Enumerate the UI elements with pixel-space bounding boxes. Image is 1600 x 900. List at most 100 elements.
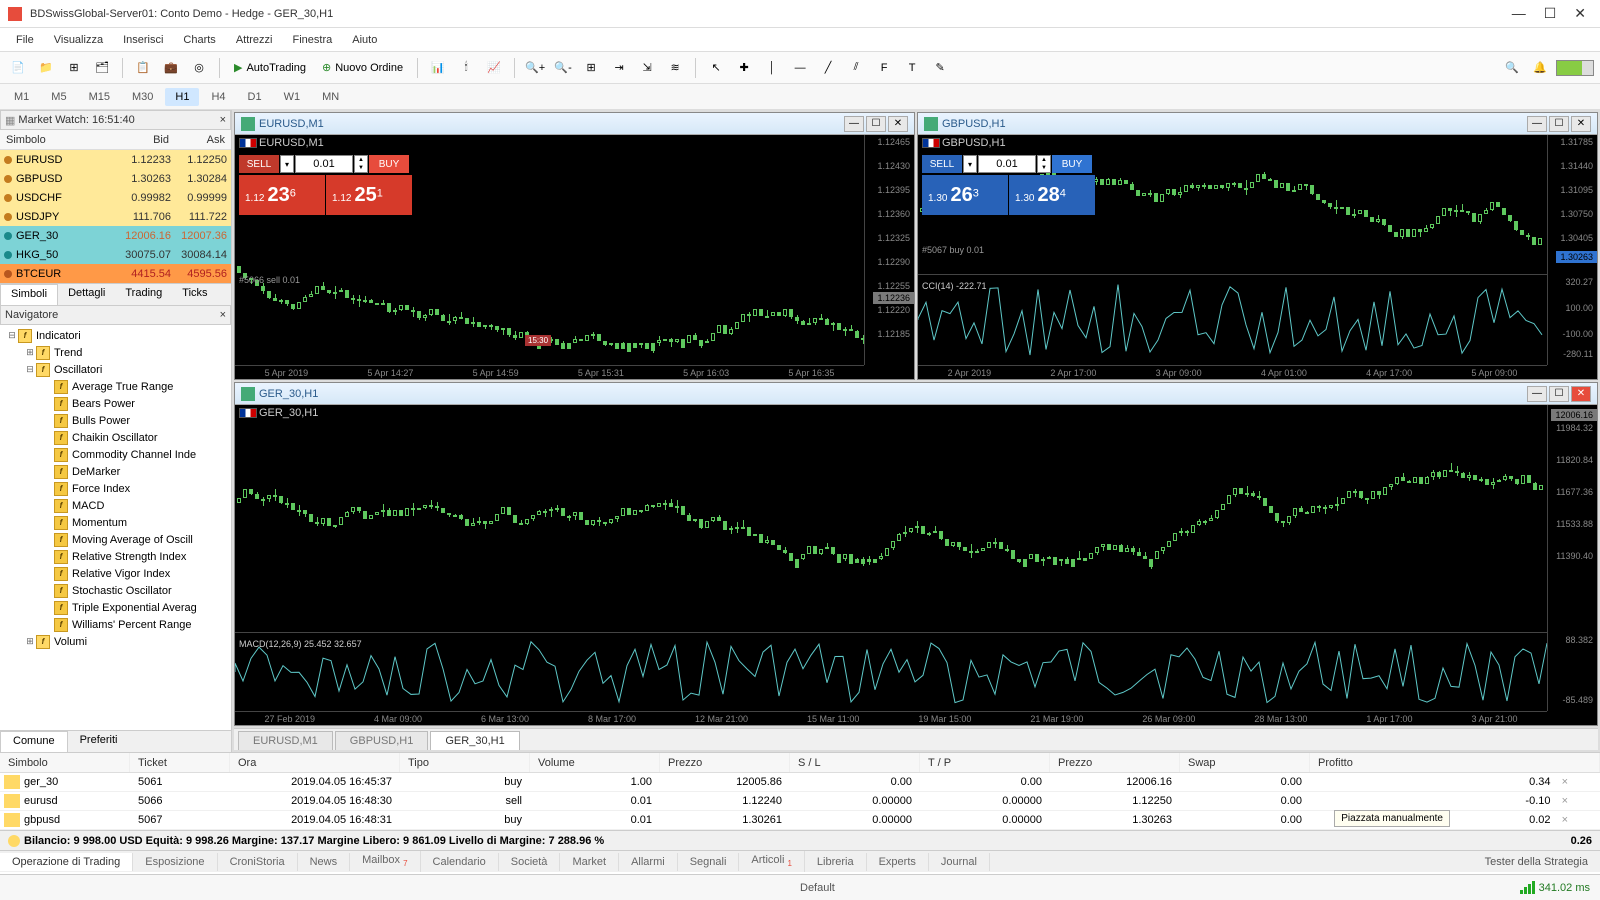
zoom-in-icon[interactable]: 🔍+	[523, 56, 547, 80]
sell-price[interactable]: 1.30 263	[922, 175, 1008, 215]
terminal-tab[interactable]: Experts	[867, 853, 929, 871]
nav-tab-comune[interactable]: Comune	[0, 731, 68, 752]
equidistant-icon[interactable]: ⫽	[844, 56, 868, 80]
terminal-tab[interactable]: Articoli 1	[739, 851, 805, 871]
nav-item[interactable]: fDeMarker	[2, 463, 229, 480]
menu-visualizza[interactable]: Visualizza	[44, 31, 113, 49]
trendline-icon[interactable]: ╱	[816, 56, 840, 80]
nav-item[interactable]: fTriple Exponential Averag	[2, 599, 229, 616]
sell-button[interactable]: SELL	[239, 155, 279, 173]
chart-tab[interactable]: GBPUSD,H1	[335, 731, 429, 750]
symbol-row-EURUSD[interactable]: EURUSD1.122331.12250	[0, 150, 231, 169]
chart-close-icon[interactable]: ✕	[1571, 386, 1591, 402]
horizontal-line-icon[interactable]: —	[788, 56, 812, 80]
symbol-row-GER_30[interactable]: GER_3012006.1612007.36	[0, 226, 231, 245]
timeframe-M30[interactable]: M30	[122, 88, 163, 106]
nav-item[interactable]: fForce Index	[2, 480, 229, 497]
fibonacci-icon[interactable]: F	[872, 56, 896, 80]
volume-stepper[interactable]: ▲▼	[354, 155, 368, 173]
timeframe-W1[interactable]: W1	[274, 88, 311, 106]
buy-button[interactable]: BUY	[369, 155, 409, 173]
terminal-tab[interactable]: CroniStoria	[218, 853, 298, 871]
nav-item[interactable]: fStochastic Oscillator	[2, 582, 229, 599]
nav-item[interactable]: fBulls Power	[2, 412, 229, 429]
terminal-tab[interactable]: Market	[560, 853, 619, 871]
maximize-button[interactable]: ☐	[1544, 5, 1557, 22]
timeframe-MN[interactable]: MN	[312, 88, 349, 106]
nav-item[interactable]: fChaikin Oscillator	[2, 429, 229, 446]
buy-price[interactable]: 1.30 284	[1009, 175, 1095, 215]
market-watch-close-icon[interactable]: ×	[220, 114, 226, 126]
volume-input[interactable]: 0.01	[978, 155, 1036, 173]
timeframe-D1[interactable]: D1	[238, 88, 272, 106]
menu-attrezzi[interactable]: Attrezzi	[226, 31, 283, 49]
cursor-icon[interactable]: ↖	[704, 56, 728, 80]
timeframe-M1[interactable]: M1	[4, 88, 39, 106]
menu-inserisci[interactable]: Inserisci	[113, 31, 173, 49]
symbol-row-BTCEUR[interactable]: BTCEUR4415.544595.56	[0, 264, 231, 283]
alerts-icon[interactable]: 🔔	[1528, 56, 1552, 80]
new-order-button[interactable]: ⊕Nuovo Ordine	[316, 56, 409, 80]
nav-item[interactable]: fMACD	[2, 497, 229, 514]
chart-minimize-icon[interactable]: —	[844, 116, 864, 132]
terminal-tab[interactable]: Allarmi	[619, 853, 678, 871]
volume-stepper[interactable]: ▲▼	[1037, 155, 1051, 173]
menu-finestra[interactable]: Finestra	[283, 31, 343, 49]
navigator-icon[interactable]: 📋	[131, 56, 155, 80]
nav-item[interactable]: ⊟fIndicatori	[2, 327, 229, 344]
autotrading-button[interactable]: ▶AutoTrading	[228, 56, 312, 80]
chart-minimize-icon[interactable]: —	[1527, 386, 1547, 402]
terminal-tab[interactable]: Libreria	[805, 853, 867, 871]
line-chart-icon[interactable]: 📈	[482, 56, 506, 80]
terminal-tab[interactable]: Calendario	[421, 853, 499, 871]
timeframe-H4[interactable]: H4	[201, 88, 235, 106]
nav-item[interactable]: fRelative Strength Index	[2, 548, 229, 565]
strategy-tester-icon[interactable]: ◎	[187, 56, 211, 80]
minimize-button[interactable]: —	[1512, 5, 1526, 22]
candlestick-icon[interactable]: 🕯	[454, 56, 478, 80]
nav-item[interactable]: fWilliams' Percent Range	[2, 616, 229, 633]
trade-row[interactable]: gbpusd50672019.04.05 16:48:31buy0.011.30…	[0, 811, 1600, 830]
navigator-close-icon[interactable]: ×	[220, 309, 226, 321]
menu-aiuto[interactable]: Aiuto	[342, 31, 387, 49]
nav-item[interactable]: ⊞fTrend	[2, 344, 229, 361]
search-icon[interactable]: 🔍	[1500, 56, 1524, 80]
trade-dropdown[interactable]: ▾	[963, 155, 977, 173]
tile-icon[interactable]: ⊞	[579, 56, 603, 80]
text-label-icon[interactable]: ✎	[928, 56, 952, 80]
chart-maximize-icon[interactable]: ☐	[866, 116, 886, 132]
menu-charts[interactable]: Charts	[173, 31, 225, 49]
nav-item[interactable]: fMomentum	[2, 514, 229, 531]
terminal-tab[interactable]: Società	[499, 853, 561, 871]
nav-item[interactable]: fMoving Average of Oscill	[2, 531, 229, 548]
trade-row[interactable]: ger_3050612019.04.05 16:45:37buy1.001200…	[0, 773, 1600, 792]
timeframe-M5[interactable]: M5	[41, 88, 76, 106]
chart-minimize-icon[interactable]: —	[1527, 116, 1547, 132]
chart-tab[interactable]: EURUSD,M1	[238, 731, 333, 750]
terminal-tab[interactable]: Operazione di Trading	[0, 853, 133, 871]
close-button[interactable]: ✕	[1574, 5, 1586, 22]
terminal-tab[interactable]: Esposizione	[133, 853, 217, 871]
text-icon[interactable]: T	[900, 56, 924, 80]
chart-maximize-icon[interactable]: ☐	[1549, 386, 1569, 402]
chart-close-icon[interactable]: ✕	[1571, 116, 1591, 132]
volume-input[interactable]: 0.01	[295, 155, 353, 173]
symbol-row-HKG_50[interactable]: HKG_5030075.0730084.14	[0, 245, 231, 264]
timeframe-H1[interactable]: H1	[165, 88, 199, 106]
timeframe-M15[interactable]: M15	[79, 88, 120, 106]
market-watch-icon[interactable]: ⊞	[62, 56, 86, 80]
terminal-tab[interactable]: Mailbox 7	[350, 851, 420, 871]
nav-item[interactable]: fAverage True Range	[2, 378, 229, 395]
indicators-icon[interactable]: ≋	[663, 56, 687, 80]
nav-item[interactable]: fRelative Vigor Index	[2, 565, 229, 582]
symbol-row-USDCHF[interactable]: USDCHF0.999820.99999	[0, 188, 231, 207]
bar-chart-icon[interactable]: 📊	[426, 56, 450, 80]
terminal-tab[interactable]: News	[298, 853, 351, 871]
auto-scroll-icon[interactable]: ⇲	[635, 56, 659, 80]
chart-close-icon[interactable]: ✕	[888, 116, 908, 132]
mw-tab-trading[interactable]: Trading	[115, 284, 172, 305]
crosshair-icon[interactable]: ✚	[732, 56, 756, 80]
menu-file[interactable]: File	[6, 31, 44, 49]
zoom-out-icon[interactable]: 🔍-	[551, 56, 575, 80]
buy-price[interactable]: 1.12 251	[326, 175, 412, 215]
